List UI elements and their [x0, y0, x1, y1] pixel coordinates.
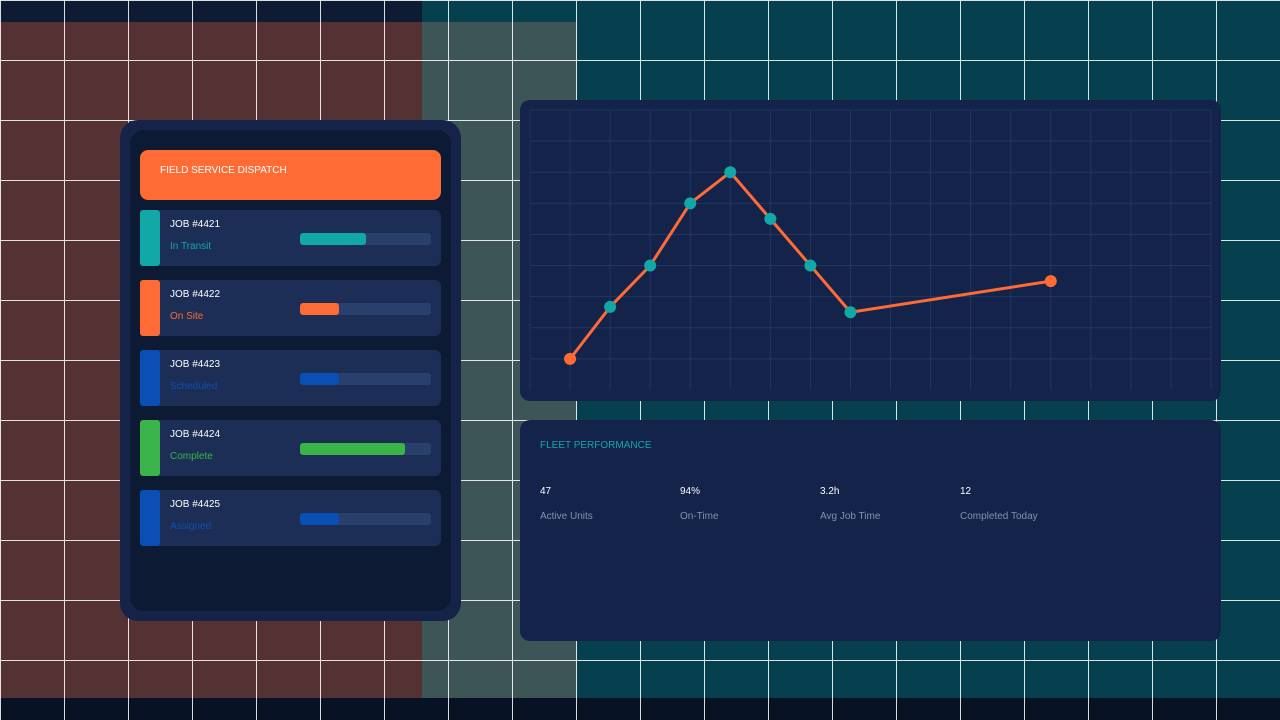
job-progress-fill [300, 303, 340, 315]
job-card[interactable]: JOB #4422 On Site [140, 280, 441, 336]
chart-series-lines [568, 170, 1053, 361]
chart-panel [520, 100, 1221, 401]
chart-point [764, 212, 777, 225]
job-id: JOB #4424 [170, 429, 221, 440]
chart-line-segment [728, 170, 772, 221]
chart-line-segment [608, 264, 652, 309]
chart-line-segment [808, 264, 852, 314]
stat-avg-job-time: 3.2h Avg Job Time [820, 486, 960, 523]
job-status-stripe [140, 350, 160, 406]
job-status: On Site [170, 311, 204, 322]
job-status-stripe [140, 490, 160, 546]
fleet-performance-panel: FLEET PERFORMANCE 47 Active Units 94% On… [520, 420, 1221, 641]
job-card[interactable]: JOB #4421 In Transit [140, 210, 441, 266]
chart-series-points [564, 166, 1057, 365]
chart-point [804, 259, 817, 272]
job-status: Complete [170, 451, 213, 462]
stat-value: 94% [680, 486, 701, 497]
line-chart [529, 109, 1212, 390]
chart-point [564, 352, 577, 365]
stat-value: 3.2h [820, 486, 840, 497]
job-card[interactable]: JOB #4423 Scheduled [140, 350, 441, 406]
dispatch-header: FIELD SERVICE DISPATCH [140, 150, 441, 200]
job-id: JOB #4422 [170, 289, 221, 300]
job-progress-track [300, 303, 431, 315]
stat-completed-today: 12 Completed Today [960, 486, 1100, 523]
job-progress-fill [300, 233, 366, 245]
chart-point [1044, 275, 1057, 288]
job-progress-fill [300, 373, 340, 385]
fleet-performance-title: FLEET PERFORMANCE [540, 440, 652, 451]
job-status: In Transit [170, 241, 212, 252]
job-id: JOB #4423 [170, 359, 221, 370]
job-progress-fill [300, 513, 340, 525]
stat-active-units: 47 Active Units [540, 486, 680, 523]
job-status: Assigned [170, 521, 212, 532]
stat-label: Avg Job Time [820, 511, 881, 522]
chart-point [844, 306, 857, 319]
stat-on-time: 94% On-Time [680, 486, 820, 523]
job-card[interactable]: JOB #4424 Complete [140, 420, 441, 476]
chart-line-segment [688, 170, 732, 205]
chart-point [604, 300, 617, 313]
job-progress-track [300, 233, 431, 245]
chart-line-segment [848, 279, 1053, 314]
stat-value: 12 [960, 486, 972, 497]
chart-line-segment [768, 217, 812, 268]
job-card[interactable]: JOB #4425 Assigned [140, 490, 441, 546]
dispatch-screen: FIELD SERVICE DISPATCH JOB #4421 In Tran… [130, 130, 451, 611]
job-status: Scheduled [170, 381, 218, 392]
job-progress-fill [300, 443, 405, 455]
chart-grid [529, 109, 1212, 390]
stat-value: 47 [540, 486, 552, 497]
job-status-stripe [140, 210, 160, 266]
job-progress-track [300, 513, 431, 525]
job-status-stripe [140, 280, 160, 336]
dispatch-title: FIELD SERVICE DISPATCH [160, 165, 287, 176]
stat-label: On-Time [680, 511, 719, 522]
stat-label: Completed Today [960, 511, 1038, 522]
job-progress-track [300, 373, 431, 385]
dispatch-device: FIELD SERVICE DISPATCH JOB #4421 In Tran… [120, 120, 461, 621]
chart-point [644, 259, 657, 272]
stat-label: Active Units [540, 511, 593, 522]
job-id: JOB #4425 [170, 499, 221, 510]
chart-point [684, 197, 697, 210]
chart-point [724, 166, 737, 179]
job-progress-track [300, 443, 431, 455]
chart-line-segment [648, 201, 692, 268]
job-id: JOB #4421 [170, 219, 221, 230]
job-status-stripe [140, 420, 160, 476]
chart-line-segment [568, 305, 612, 361]
